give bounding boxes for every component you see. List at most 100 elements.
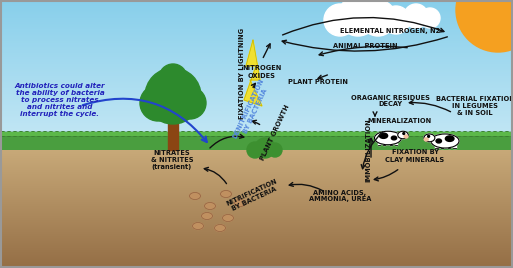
Ellipse shape [497, 131, 505, 137]
Ellipse shape [389, 131, 397, 137]
Ellipse shape [365, 131, 373, 137]
Bar [0, 0, 513, 1]
Bar [0, 194, 513, 195]
Bar [0, 93, 513, 94]
Ellipse shape [413, 131, 421, 137]
Bar [0, 259, 513, 260]
Bar [0, 139, 513, 140]
Bar [0, 163, 513, 164]
Ellipse shape [317, 131, 325, 137]
Bar [0, 120, 513, 121]
Ellipse shape [359, 131, 367, 137]
Bar [0, 134, 513, 135]
Bar [0, 203, 513, 204]
Ellipse shape [257, 131, 265, 137]
Circle shape [324, 4, 356, 36]
Bar [0, 30, 513, 31]
Ellipse shape [197, 131, 205, 137]
Bar [0, 187, 513, 188]
Text: DENITRIFICATION
BY BACTERIA: DENITRIFICATION BY BACTERIA [232, 77, 272, 143]
Bar [0, 222, 513, 223]
Ellipse shape [221, 131, 229, 137]
Bar [0, 205, 513, 206]
Bar [0, 242, 513, 243]
Bar [0, 263, 513, 264]
Bar [0, 181, 513, 182]
Bar [0, 179, 513, 180]
Bar [0, 245, 513, 246]
Bar [0, 154, 513, 155]
Bar [0, 123, 513, 124]
Bar [0, 182, 513, 183]
Ellipse shape [374, 131, 402, 145]
Bar [0, 15, 513, 16]
Bar [0, 176, 513, 177]
Bar [0, 258, 513, 259]
Ellipse shape [143, 131, 151, 137]
Circle shape [360, 0, 396, 36]
Bar [0, 254, 513, 255]
Bar [0, 177, 513, 178]
Text: IMMOBILIZATION: IMMOBILIZATION [365, 118, 371, 182]
Bar [0, 13, 513, 14]
Bar [0, 210, 513, 211]
Bar [0, 236, 513, 237]
Bar [0, 164, 513, 165]
Bar [0, 136, 513, 137]
Bar [0, 172, 513, 173]
Bar [0, 98, 513, 99]
Bar [0, 178, 513, 179]
Bar [0, 162, 513, 163]
Bar [0, 212, 513, 213]
Text: FIXATION BY LIGHTNING: FIXATION BY LIGHTNING [239, 27, 245, 118]
Bar [0, 198, 513, 199]
Ellipse shape [436, 139, 442, 143]
Circle shape [140, 85, 176, 121]
Bar [0, 102, 513, 103]
Text: NITRATES
& NITRITES
(transient): NITRATES & NITRITES (transient) [151, 150, 193, 170]
Bar [441, 140, 443, 148]
Ellipse shape [161, 131, 169, 137]
Bar [0, 63, 513, 64]
Ellipse shape [95, 131, 103, 137]
Bar [0, 88, 513, 89]
Bar [0, 128, 513, 129]
Bar [0, 208, 513, 209]
Bar [0, 209, 513, 210]
Bar [0, 185, 513, 186]
Bar [0, 183, 513, 184]
Bar [0, 29, 513, 30]
Ellipse shape [473, 131, 481, 137]
Bar [0, 36, 513, 37]
Ellipse shape [107, 131, 115, 137]
Ellipse shape [509, 131, 513, 137]
Bar [0, 42, 513, 43]
Bar [0, 228, 513, 229]
Bar [0, 119, 513, 120]
Bar [0, 112, 513, 113]
Circle shape [268, 143, 282, 157]
Ellipse shape [491, 131, 499, 137]
Bar [0, 142, 513, 143]
Ellipse shape [503, 131, 511, 137]
Ellipse shape [431, 131, 439, 137]
Text: ORAGANIC RESIDUES
DECAY: ORAGANIC RESIDUES DECAY [350, 95, 429, 107]
Bar [0, 54, 513, 55]
Circle shape [420, 8, 440, 28]
Bar [395, 137, 398, 145]
Bar [0, 202, 513, 203]
Ellipse shape [215, 131, 223, 137]
Bar [0, 262, 513, 263]
Circle shape [403, 133, 405, 134]
Bar [0, 141, 513, 142]
Bar [0, 124, 513, 125]
Bar [0, 257, 513, 258]
Bar [0, 76, 513, 77]
Bar [0, 230, 513, 231]
Bar [0, 24, 513, 25]
Ellipse shape [245, 131, 253, 137]
Bar [0, 132, 513, 150]
Bar [0, 148, 513, 149]
Bar [0, 226, 513, 227]
Bar [0, 94, 513, 95]
